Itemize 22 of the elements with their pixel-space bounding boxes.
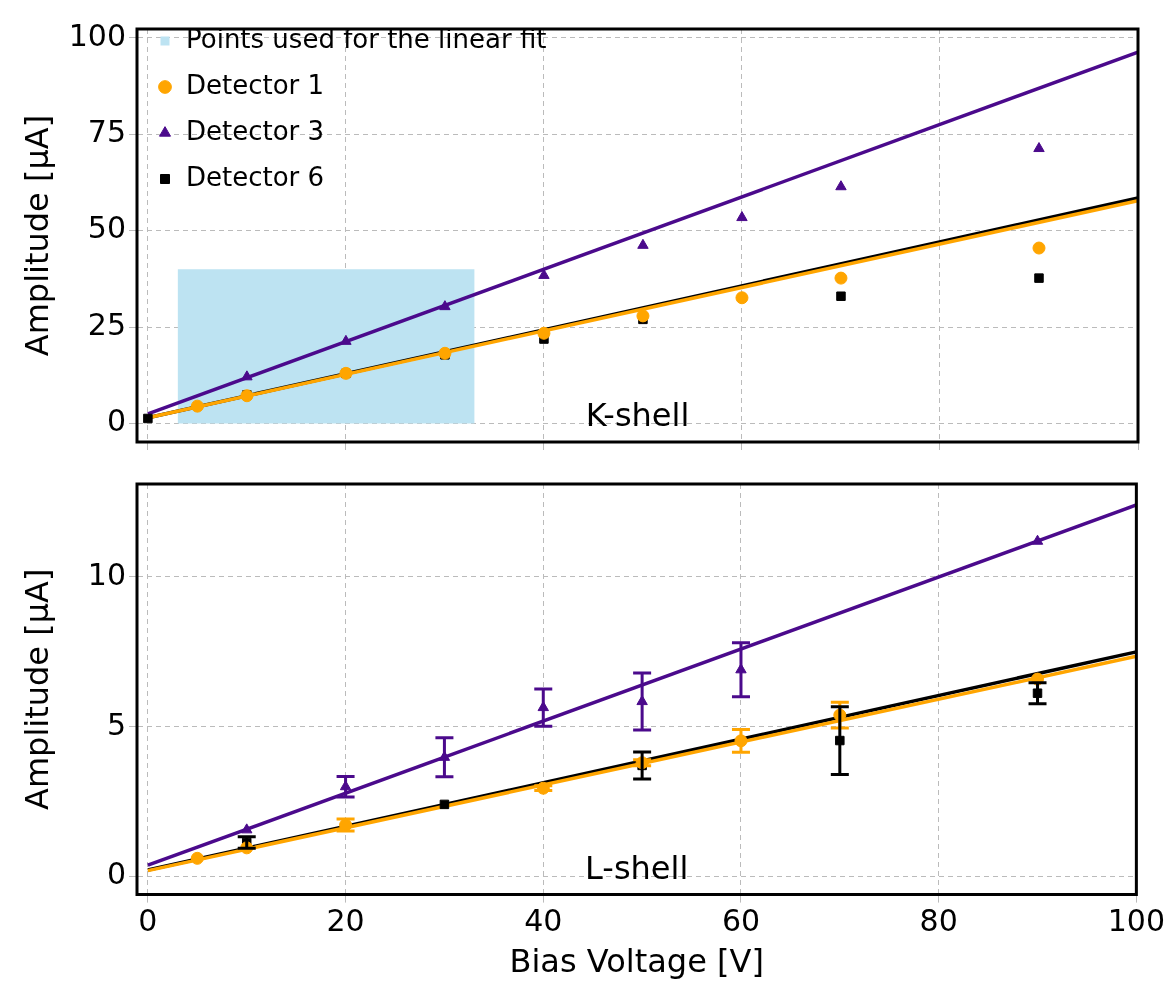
legend-label: Detector 1 — [186, 69, 325, 100]
y-axis-title: Amplitude [µA] — [17, 568, 56, 810]
x-tick-label: 100 — [1107, 903, 1165, 939]
y-tick-label: 0 — [106, 856, 126, 892]
y-tick-label: 0 — [106, 403, 126, 439]
y-tick-label: 100 — [68, 17, 126, 53]
x-tick-label: 60 — [721, 903, 761, 939]
legend-label: Detector 6 — [186, 161, 325, 192]
x-tick-label: 20 — [326, 903, 365, 939]
y-tick-label: 5 — [106, 706, 126, 742]
x-tick-label: 40 — [524, 903, 563, 939]
y-tick-label: 25 — [87, 306, 126, 342]
y-axis-title: Amplitude [µA] — [17, 114, 56, 357]
annotation: K-shell — [585, 396, 690, 435]
x-tick-label: 0 — [138, 903, 158, 939]
x-tick-label: 80 — [919, 903, 958, 939]
annotation: L-shell — [585, 848, 689, 887]
y-tick-label: 10 — [87, 556, 126, 592]
y-tick-label: 75 — [87, 114, 126, 150]
y-tick-label: 50 — [87, 210, 126, 246]
legend-label: Detector 3 — [186, 115, 325, 146]
x-axis-title: Bias Voltage [V] — [509, 942, 764, 981]
